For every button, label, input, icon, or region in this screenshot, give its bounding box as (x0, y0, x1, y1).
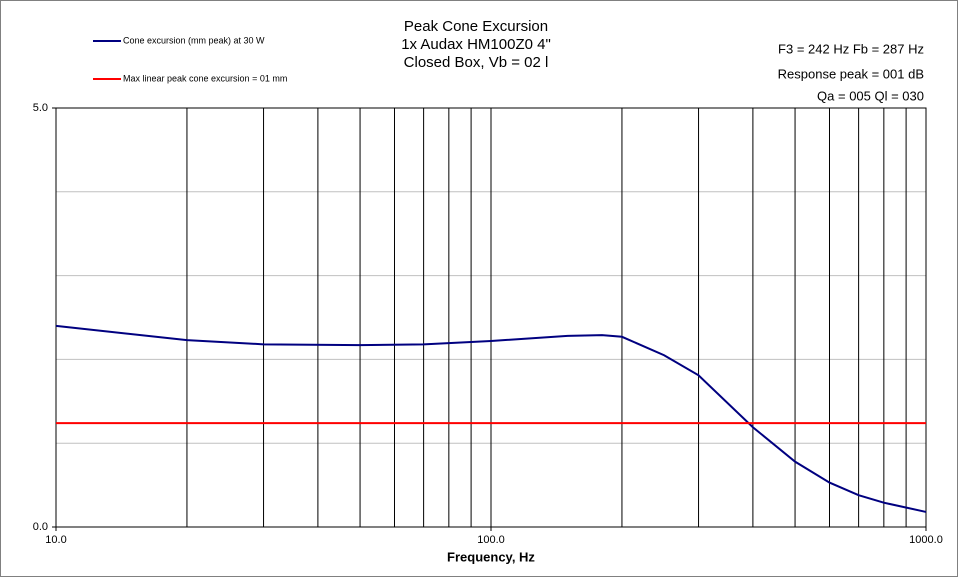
annotation: F3 = 242 Hz Fb = 287 Hz (778, 41, 924, 56)
legend-label: Cone excursion (mm peak) at 30 W (123, 35, 265, 45)
x-tick-label: 100.0 (477, 534, 505, 546)
chart-title: Closed Box, Vb = 02 l (404, 54, 549, 71)
y-tick-label: 5.0 (33, 102, 48, 114)
plot-border (55, 107, 927, 528)
y-tick-label: 0.0 (33, 521, 48, 533)
x-axis-label: Frequency, Hz (447, 549, 535, 564)
chart-title: 1x Audax HM100Z0 4" (401, 36, 551, 53)
legend-label: Max linear peak cone excursion = 01 mm (123, 73, 287, 83)
series-line (55, 324, 927, 513)
x-tick-label: 10.0 (45, 534, 66, 546)
x-tick-label: 1000.0 (909, 534, 943, 546)
annotation: Response peak = 001 dB (778, 66, 924, 81)
annotation: Qa = 005 Ql = 030 (817, 88, 924, 103)
chart-title: Peak Cone Excursion (404, 18, 548, 35)
